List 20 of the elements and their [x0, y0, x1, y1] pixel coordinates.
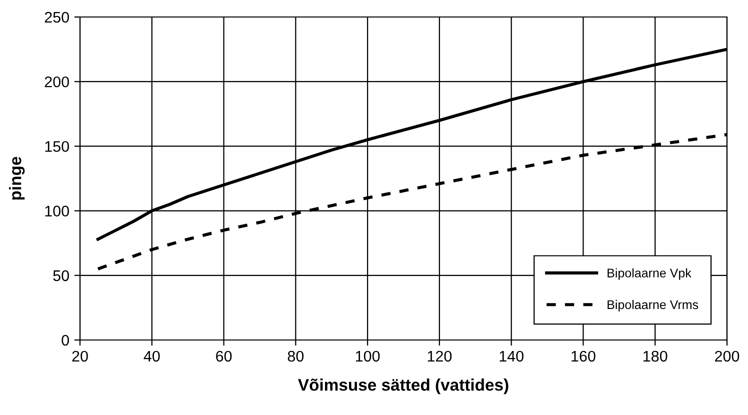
y-tick-label: 250: [44, 12, 69, 23]
legend-label: Bipolaarne Vrms: [608, 300, 698, 312]
y-tick-label: 200: [44, 76, 69, 88]
x-tick-label: 40: [144, 350, 160, 362]
x-tick-label: 60: [216, 350, 232, 362]
y-tick-label: 150: [45, 141, 69, 152]
x-tick-label: 140: [500, 350, 524, 362]
x-tick-label: 160: [572, 350, 596, 362]
y-tick-label: 50: [53, 270, 69, 282]
x-tick-label: 20: [72, 350, 88, 362]
y-axis-title: pinge: [9, 156, 25, 200]
x-tick-label: 120: [428, 350, 452, 362]
legend-label: Bipolaarne Vpk: [608, 268, 692, 280]
x-tick-label: 200: [715, 350, 740, 362]
y-tick-label: 0: [62, 334, 69, 346]
y-tick-label: 100: [45, 206, 69, 216]
x-tick-label: 180: [644, 350, 668, 362]
x-tick-label: 100: [356, 350, 380, 362]
x-axis-title: Võimsuse sätted (vattides): [298, 378, 508, 394]
x-tick-label: 80: [288, 350, 304, 362]
